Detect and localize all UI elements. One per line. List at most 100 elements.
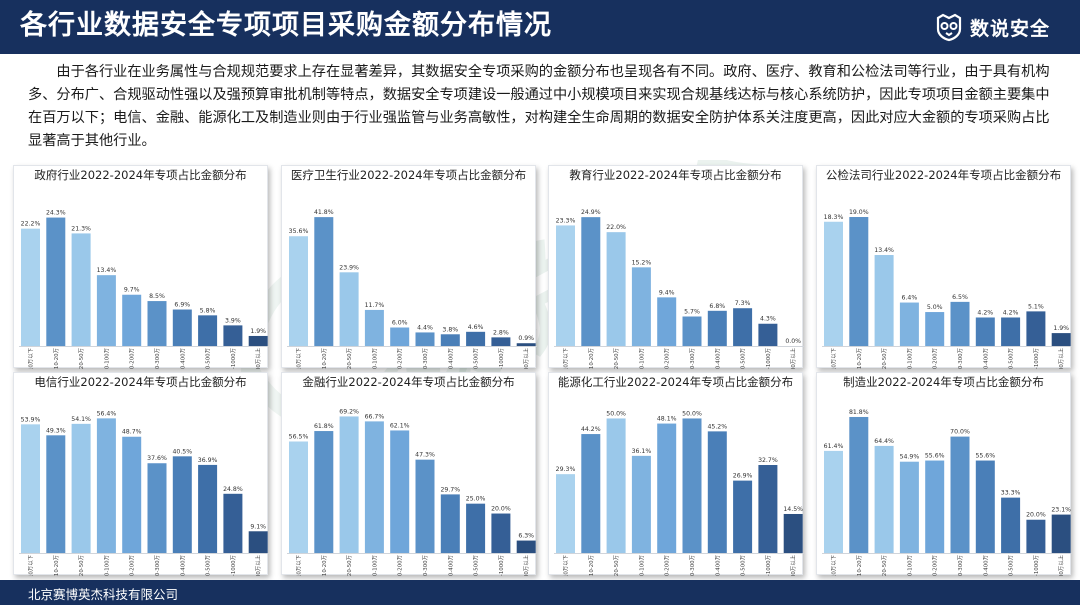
data-label: 3.9% xyxy=(225,317,241,324)
bar xyxy=(491,337,511,346)
data-label: 64.4% xyxy=(874,438,894,445)
data-label: 6.5% xyxy=(952,294,968,301)
tick-label: 10-20万 xyxy=(588,347,595,369)
tick-label: 1000万以上 xyxy=(254,554,262,576)
tick-label: 400-500万 xyxy=(205,554,212,576)
bar-chart: 56.5% 10万以下 61.8% 10-20万 69.2% 20-50万 66.7% 50-… xyxy=(287,408,537,576)
bar xyxy=(899,461,919,553)
data-label: 14.5% xyxy=(783,506,803,513)
data-label: 50.0% xyxy=(606,410,626,417)
bar xyxy=(925,460,945,553)
tick-label: 300-400万 xyxy=(179,554,186,576)
data-label: 7.3% xyxy=(735,300,751,307)
data-label: 19.0% xyxy=(849,209,869,216)
data-label: 18.3% xyxy=(824,214,844,221)
tick-label: 50-100万 xyxy=(103,554,110,576)
data-label: 49.3% xyxy=(46,427,66,434)
data-label: 36.1% xyxy=(632,448,652,455)
bar xyxy=(707,310,727,346)
data-label: 55.6% xyxy=(975,453,995,460)
data-label: 9.7% xyxy=(124,287,140,294)
bar xyxy=(466,331,486,346)
bar xyxy=(339,416,359,553)
data-label: 44.2% xyxy=(581,426,601,433)
tick-label: 100-200万 xyxy=(397,554,404,576)
chart-title: 政府行业2022-2024年专项占比金额分布 xyxy=(34,168,247,182)
tick-label: 300-400万 xyxy=(447,554,454,576)
bar xyxy=(950,301,970,346)
data-label: 29.3% xyxy=(556,466,576,473)
tick-label: 200-300万 xyxy=(422,554,429,576)
tick-label: 300-400万 xyxy=(447,347,454,369)
bar xyxy=(1001,317,1021,346)
bar xyxy=(415,332,435,346)
tick-label: 1000万以上 xyxy=(1057,554,1065,576)
bar xyxy=(849,217,869,346)
brand-logo: 数说安全 xyxy=(934,10,1050,44)
tick-label: 300-400万 xyxy=(982,554,989,576)
bar-chart: 23.3% 10万以下 24.9% 10-20万 22.0% 20-50万 15.2% 50-… xyxy=(554,209,804,369)
data-label: 37.6% xyxy=(147,455,167,462)
tick-label: 20-50万 xyxy=(881,554,888,576)
data-label: 4.6% xyxy=(468,324,484,331)
tick-label: 400-500万 xyxy=(1008,347,1015,369)
data-label: 56.4% xyxy=(97,410,117,417)
tick-label: 1000万以上 xyxy=(522,347,530,369)
tick-label: 10-20万 xyxy=(588,554,595,576)
tick-label: 10-20万 xyxy=(321,347,328,369)
data-label: 23.9% xyxy=(339,264,359,271)
data-label: 41.8% xyxy=(314,209,334,216)
tick-label: 100-200万 xyxy=(129,554,136,576)
bar xyxy=(657,423,677,553)
bar xyxy=(925,312,945,346)
tick-label: 10万以下 xyxy=(28,554,35,576)
bar xyxy=(1051,333,1071,346)
chart-card: 能源化工行业2022-2024年专项占比金额分布 29.3% 10万以下 44.2% 1… xyxy=(548,372,804,576)
data-label: 13.4% xyxy=(97,267,117,274)
bar xyxy=(440,494,460,553)
bar xyxy=(874,445,894,553)
data-label: 22.0% xyxy=(606,224,626,231)
chart-title: 金融行业2022-2024年专项占比金额分布 xyxy=(302,375,515,389)
data-label: 6.8% xyxy=(709,303,725,310)
tick-label: 10万以下 xyxy=(28,347,35,369)
data-label: 0.0% xyxy=(785,338,801,345)
data-label: 4.2% xyxy=(1003,309,1019,316)
data-label: 56.5% xyxy=(289,434,309,441)
bar-chart: 18.3% 10万以下 19.0% 10-20万 13.4% 20-50万 6.4% 50-1… xyxy=(822,209,1072,369)
tick-label: 200-300万 xyxy=(422,347,429,369)
tick-label: 100-200万 xyxy=(397,347,404,369)
bar xyxy=(198,315,218,346)
data-label: 1.9% xyxy=(1053,325,1069,332)
data-label: 29.7% xyxy=(440,486,460,493)
bar xyxy=(314,217,334,346)
bar xyxy=(364,421,384,553)
bar xyxy=(874,255,894,346)
data-label: 8.5% xyxy=(149,293,165,300)
tick-label: 200-300万 xyxy=(689,554,696,576)
bar xyxy=(631,267,651,346)
bar xyxy=(516,343,536,346)
footer-bar: 北京赛博英杰科技有限公司 xyxy=(0,580,1080,605)
data-label: 5.7% xyxy=(684,309,700,316)
bar xyxy=(758,465,778,553)
tick-label: 1000万以上 xyxy=(254,347,262,369)
data-label: 40.5% xyxy=(172,448,192,455)
bar xyxy=(21,424,40,553)
bar xyxy=(491,513,511,553)
bar xyxy=(1026,311,1046,346)
tick-label: 100-200万 xyxy=(932,347,939,369)
bar xyxy=(248,531,268,553)
chart-title: 制造业2022-2024年专项占比金额分布 xyxy=(843,375,1044,389)
data-label: 2.8% xyxy=(493,329,509,336)
bar xyxy=(415,459,435,553)
tick-label: 50-100万 xyxy=(638,554,645,576)
data-label: 24.8% xyxy=(223,486,243,493)
data-label: 61.4% xyxy=(824,443,844,450)
tick-label: 10万以下 xyxy=(563,554,570,576)
tick-label: 50-100万 xyxy=(638,347,645,369)
tick-label: 400-500万 xyxy=(740,347,747,369)
data-label: 55.6% xyxy=(925,453,945,460)
tick-label: 1000万以上 xyxy=(1057,347,1065,369)
tick-label: 20-50万 xyxy=(613,554,620,576)
